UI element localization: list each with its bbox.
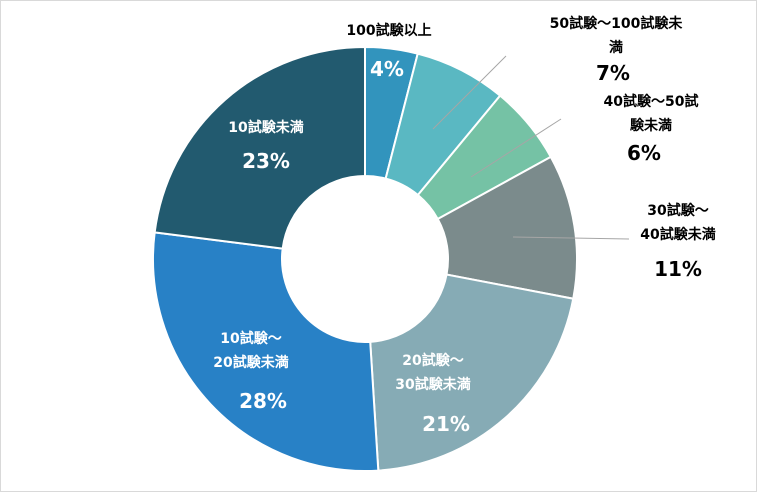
- category-label: 100試験以上: [346, 23, 432, 39]
- leader-line: [470, 118, 562, 178]
- value-label: 21%: [422, 412, 470, 436]
- value-label: 7%: [596, 61, 630, 85]
- category-label: 10試験未満: [228, 120, 304, 136]
- value-label: 11%: [654, 257, 702, 281]
- category-label: 20試験～ 30試験未満: [395, 353, 471, 393]
- value-label: 4%: [370, 57, 404, 81]
- donut-slice: [153, 45, 366, 250]
- donut-slice: [369, 273, 575, 472]
- category-label: 10試験～ 20試験未満: [213, 331, 289, 371]
- leader-line: [432, 55, 507, 130]
- category-label: 30試験～ 40試験未満: [640, 203, 716, 243]
- leader-line: [512, 236, 630, 240]
- value-label: 23%: [242, 149, 290, 173]
- category-label: 50試験～100試験未満: [549, 16, 683, 56]
- value-label: 28%: [239, 389, 287, 413]
- donut-slice: [436, 155, 578, 300]
- category-label: 40試験～50試験未満: [603, 94, 699, 134]
- value-label: 6%: [627, 141, 661, 165]
- donut-slice: [152, 231, 380, 472]
